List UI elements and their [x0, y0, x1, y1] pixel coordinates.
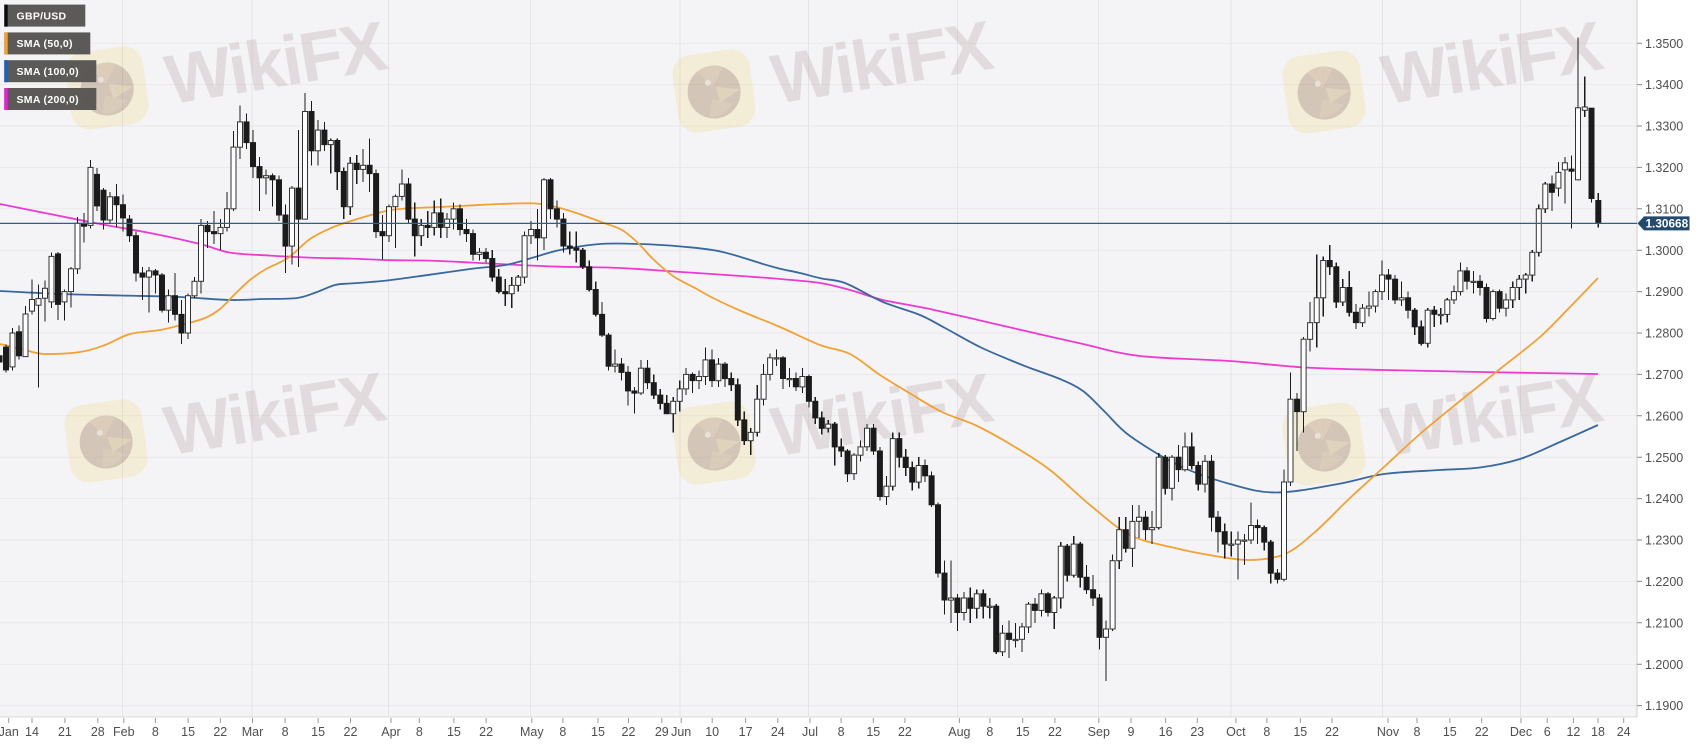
svg-text:15: 15 [591, 725, 605, 739]
svg-text:Oct: Oct [1226, 725, 1246, 739]
svg-text:Sep: Sep [1088, 725, 1110, 739]
svg-text:1.3300: 1.3300 [1645, 120, 1683, 134]
svg-text:22: 22 [898, 725, 912, 739]
svg-text:22: 22 [1325, 725, 1339, 739]
svg-text:1.2100: 1.2100 [1645, 616, 1683, 630]
svg-text:1.30668: 1.30668 [1646, 217, 1689, 231]
svg-text:1.2800: 1.2800 [1645, 327, 1683, 341]
svg-text:Jul: Jul [802, 725, 818, 739]
svg-text:21: 21 [58, 725, 72, 739]
svg-text:1.2700: 1.2700 [1645, 368, 1683, 382]
svg-text:Apr: Apr [381, 725, 400, 739]
svg-text:16: 16 [1159, 725, 1173, 739]
svg-text:23: 23 [1190, 725, 1204, 739]
svg-text:28: 28 [91, 725, 105, 739]
svg-text:22: 22 [344, 725, 358, 739]
svg-text:8: 8 [152, 725, 159, 739]
svg-text:GBP/USD: GBP/USD [17, 10, 67, 22]
svg-text:Jun: Jun [671, 725, 691, 739]
svg-text:1.3500: 1.3500 [1645, 37, 1683, 51]
svg-text:Nov: Nov [1377, 725, 1400, 739]
svg-text:1.3100: 1.3100 [1645, 202, 1683, 216]
svg-text:8: 8 [1414, 725, 1421, 739]
svg-text:24: 24 [1617, 725, 1631, 739]
svg-text:8: 8 [1263, 725, 1270, 739]
svg-text:SMA (200,0): SMA (200,0) [17, 94, 79, 106]
svg-text:8: 8 [838, 725, 845, 739]
svg-text:24: 24 [771, 725, 785, 739]
svg-text:22: 22 [1048, 725, 1062, 739]
svg-text:Feb: Feb [113, 725, 135, 739]
svg-text:8: 8 [559, 725, 566, 739]
svg-text:1.3200: 1.3200 [1645, 161, 1683, 175]
svg-text:15: 15 [1293, 725, 1307, 739]
svg-text:15: 15 [1016, 725, 1030, 739]
svg-text:1.2200: 1.2200 [1645, 575, 1683, 589]
svg-text:1.2300: 1.2300 [1645, 534, 1683, 548]
svg-text:Mar: Mar [242, 725, 264, 739]
svg-text:1.2600: 1.2600 [1645, 409, 1683, 423]
svg-text:12: 12 [1566, 725, 1580, 739]
svg-text:15: 15 [181, 725, 195, 739]
svg-text:1.2400: 1.2400 [1645, 492, 1683, 506]
svg-text:Dec: Dec [1510, 725, 1532, 739]
svg-text:9: 9 [1128, 725, 1135, 739]
svg-text:SMA (100,0): SMA (100,0) [17, 66, 79, 78]
svg-text:17: 17 [739, 725, 753, 739]
svg-text:8: 8 [282, 725, 289, 739]
svg-text:8: 8 [986, 725, 993, 739]
svg-text:1.2900: 1.2900 [1645, 285, 1683, 299]
svg-text:15: 15 [311, 725, 325, 739]
svg-text:15: 15 [866, 725, 880, 739]
svg-text:1.1900: 1.1900 [1645, 699, 1683, 713]
svg-text:22: 22 [213, 725, 227, 739]
svg-text:1.3400: 1.3400 [1645, 78, 1683, 92]
svg-text:29: 29 [655, 725, 669, 739]
svg-text:SMA (50,0): SMA (50,0) [17, 38, 73, 50]
svg-text:15: 15 [447, 725, 461, 739]
svg-text:10: 10 [705, 725, 719, 739]
svg-text:22: 22 [1475, 725, 1489, 739]
svg-text:15: 15 [1443, 725, 1457, 739]
svg-text:14: 14 [25, 725, 39, 739]
svg-text:Aug: Aug [948, 725, 970, 739]
svg-text:22: 22 [479, 725, 493, 739]
svg-text:18: 18 [1591, 725, 1605, 739]
svg-text:1.2000: 1.2000 [1645, 658, 1683, 672]
svg-text:Jan: Jan [0, 725, 19, 739]
svg-text:8: 8 [416, 725, 423, 739]
svg-text:May: May [520, 725, 544, 739]
svg-text:1.3000: 1.3000 [1645, 244, 1683, 258]
svg-text:1.2500: 1.2500 [1645, 451, 1683, 465]
svg-text:22: 22 [622, 725, 636, 739]
svg-text:6: 6 [1544, 725, 1551, 739]
